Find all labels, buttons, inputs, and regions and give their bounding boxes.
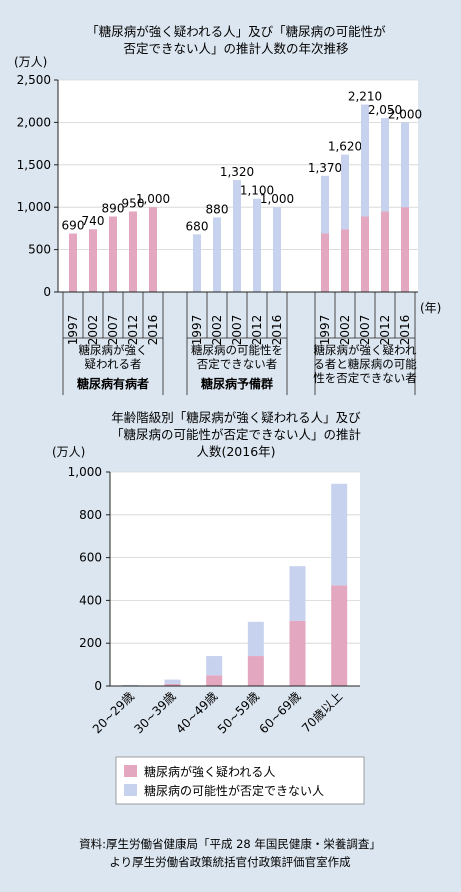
chart1-bar-possible (253, 198, 261, 292)
chart1-group-name: 性を否定できない者 (313, 371, 417, 385)
chart2-bar-possible (331, 483, 348, 586)
chart1-data-label: 1,620 (328, 140, 362, 154)
chart1-data-label: 690 (62, 218, 85, 232)
chart2-category-label: 50~59歳 (215, 689, 262, 736)
chart1-data-label: 950 (122, 196, 145, 210)
chart1-x-unit: (年) (420, 301, 441, 315)
chart1-data-label: 1,000 (136, 192, 170, 206)
chart1-data-label: 2,210 (348, 90, 382, 104)
chart2-legend: 糖尿病が強く疑われる人 糖尿病の可能性が否定できない人 (115, 756, 365, 805)
chart2-title-line3: 人数(2016年) (196, 444, 275, 459)
chart1-bar-diabetes (149, 207, 157, 292)
chart1-data-label: 680 (186, 219, 209, 233)
chart2-plot-bg (110, 472, 360, 686)
chart2-bar-possible (247, 621, 264, 657)
chart1-data-label: 880 (206, 202, 229, 216)
chart2-bar-possible (206, 656, 223, 676)
chart1-bar-diabetes (89, 229, 97, 292)
chart1-bar-diabetes (361, 216, 369, 292)
chart1-bar-possible (233, 180, 241, 292)
chart1-y-tick-label: 2,500 (17, 73, 51, 87)
chart1-group-name: 糖尿病の可能性を (191, 343, 283, 357)
chart1-y-tick-label: 1,500 (17, 158, 51, 172)
chart2-title-line1: 年齢階級別「糖尿病が強く疑われる人」及び (111, 410, 361, 425)
chart1-group-name: 糖尿病が強く疑われ (314, 343, 417, 357)
chart2-y-tick-label: 0 (94, 679, 102, 693)
chart1-bar-possible (193, 234, 201, 292)
chart2-category-label: 20~29歳 (90, 689, 137, 736)
chart1-bar-possible (361, 104, 369, 217)
chart1-bar-possible (321, 175, 329, 234)
chart2-y-tick-label: 600 (79, 551, 102, 565)
chart1-group-bold-label: 糖尿病有病者 (77, 376, 149, 391)
chart2-category-label: 60~69歳 (257, 689, 304, 736)
chart1-bar-diabetes (341, 229, 349, 292)
chart1-y-tick-label: 500 (28, 243, 51, 257)
legend-swatch-possible (124, 784, 137, 796)
chart2-y-tick-label: 200 (79, 636, 102, 650)
chart1-bar-possible (381, 118, 389, 212)
chart1-title-line1: 「糖尿病が強く疑われる人」及び「糖尿病の可能性が (86, 24, 386, 39)
chart1-bar-diabetes (109, 216, 117, 292)
chart1-data-label: 740 (82, 214, 105, 228)
chart2-y-tick-label: 400 (79, 593, 102, 607)
chart1-data-label: 890 (102, 202, 125, 216)
chart1-y-tick-label: 0 (43, 285, 51, 299)
chart2-y-tick-label: 800 (79, 508, 102, 522)
chart1-bar-possible (273, 207, 281, 292)
chart2-y-axis-label: (万人) (52, 445, 85, 459)
chart1-bar-possible (213, 217, 221, 292)
chart2-title-line2: 「糖尿病の可能性が否定できない人」の推計 (111, 427, 361, 442)
chart1-title-line2: 否定できない人」の推計人数の年次推移 (123, 41, 348, 56)
chart1-data-label: 2,050 (368, 103, 402, 117)
chart1-data-label: 1,000 (260, 192, 294, 206)
chart2-y-tick-label: 1,000 (68, 465, 102, 479)
chart2-category-label: 40~49歳 (173, 689, 220, 736)
chart2-bar-diabetes (206, 675, 223, 686)
chart1-y-tick-label: 2,000 (17, 115, 51, 129)
chart1-bar-possible (341, 154, 349, 230)
chart-annual-trend: 「糖尿病が強く疑われる人」及び「糖尿病の可能性が 否定できない人」の推計人数の年… (14, 24, 441, 395)
chart1-bar-diabetes (69, 233, 77, 292)
chart1-group-name: 疑われる者 (85, 357, 142, 371)
chart2-bar-diabetes (289, 620, 306, 686)
chart2-category-label: 30~39歳 (132, 689, 179, 736)
chart1-y-tick-label: 1,000 (17, 200, 51, 214)
chart1-data-label: 2,000 (388, 107, 422, 121)
chart1-plot-area: 05001,0001,5002,0002,5006901997740200289… (17, 73, 422, 395)
chart1-bar-diabetes (129, 211, 137, 292)
chart2-bar-diabetes (331, 585, 348, 686)
source-line1: 資料:厚生労働省健康局「平成 28 年国民健康・栄養調査」 (79, 837, 381, 851)
chart2-bar-diabetes (164, 683, 181, 686)
chart1-group-bold-label: 糖尿病予備群 (201, 376, 273, 391)
chart1-group-name: る者と糖尿病の可能 (313, 357, 417, 371)
chart1-data-label: 1,370 (308, 161, 342, 175)
chart2-plot-area: 0 200 400 600 800 1,000 20~29歳30~39歳40~49歳50~5… (68, 465, 360, 736)
chart1-data-label: 1,320 (220, 165, 254, 179)
chart1-bar-diabetes (381, 211, 389, 292)
chart1-bar-diabetes (401, 207, 409, 292)
chart2-category-label: 70歳以上 (299, 689, 345, 735)
chart1-y-axis-label: (万人) (14, 55, 47, 69)
chart2-bar-possible (122, 684, 139, 686)
chart1-group-name: 否定できない者 (197, 357, 278, 371)
chart2-bar-possible (289, 566, 306, 621)
chart1-bar-diabetes (321, 233, 329, 292)
chart1-data-label: 1,100 (240, 184, 274, 198)
legend-label-diabetes: 糖尿病が強く疑われる人 (144, 764, 275, 779)
legend-swatch-diabetes (124, 765, 137, 777)
legend-label-possible: 糖尿病の可能性が否定できない人 (144, 783, 324, 798)
source-line2: より厚生労働省政策統括官付政策評価官室作成 (109, 855, 351, 869)
chart2-bar-possible (164, 679, 181, 684)
chart1-bar-possible (401, 122, 409, 208)
chart2-bar-diabetes (247, 656, 264, 686)
chart1-group-name: 糖尿病が強く (79, 343, 148, 357)
